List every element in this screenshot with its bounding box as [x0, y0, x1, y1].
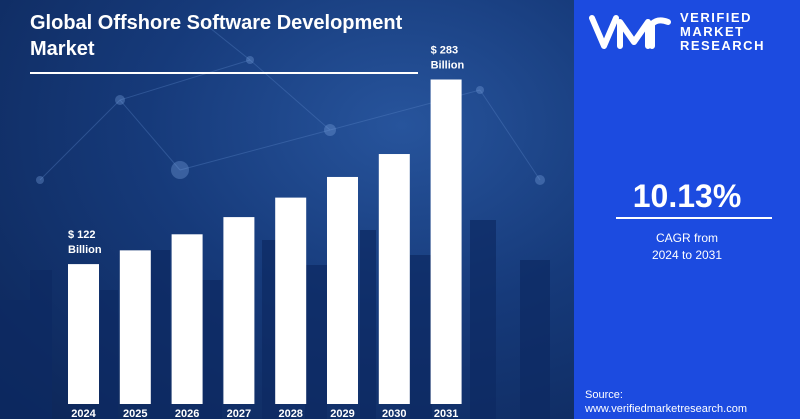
data-label-2024-line1: $ 122 — [68, 229, 96, 241]
x-tick-2025: 2025 — [123, 408, 147, 419]
cagr-value: 10.13% — [632, 178, 742, 214]
x-tick-2029: 2029 — [330, 408, 354, 419]
bar-2030 — [378, 154, 410, 404]
cagr-label: CAGR from 2024 to 2031 — [574, 230, 800, 264]
x-tick-2027: 2027 — [227, 408, 251, 419]
cagr-label-line2: 2024 to 2031 — [651, 248, 723, 262]
bar-chart: 2024 2025 2026 2027 2028 2029 2030 2031 $ 122 Bil… — [0, 0, 574, 419]
data-label-2031-line2: Billion — [431, 59, 465, 71]
data-label-2024-line2: Billion — [68, 244, 102, 256]
chart-title: Global Offshore Software Development Mar… — [30, 10, 430, 62]
bar-2026 — [171, 234, 203, 404]
cagr-divider — [616, 217, 772, 219]
cagr-label-line1: CAGR from — [655, 231, 718, 245]
x-tick-2028: 2028 — [278, 408, 302, 419]
network-background — [36, 19, 545, 185]
source-label: Source: — [585, 389, 623, 401]
x-tick-2026: 2026 — [175, 408, 199, 419]
x-tick-2031: 2031 — [434, 408, 458, 419]
bar-2025 — [119, 250, 151, 404]
info-panel — [574, 0, 800, 419]
brand-line1: VERIFIED — [680, 10, 752, 25]
bar-2027 — [223, 217, 255, 404]
title-underline — [30, 72, 418, 74]
bar-2028 — [275, 197, 307, 404]
brand-line2: MARKET — [680, 24, 745, 39]
chart-title-line1: Global Offshore Software Development — [30, 12, 403, 34]
brand-line3: RESEARCH — [680, 38, 765, 53]
source-url: www.verifiedmarketresearch.com — [585, 403, 747, 415]
x-tick-2030: 2030 — [382, 408, 406, 419]
x-tick-2024: 2024 — [71, 408, 96, 419]
bar-2029 — [327, 176, 358, 404]
brand-name: VERIFIED MARKET RESEARCH — [680, 11, 765, 53]
vmr-logo-icon — [589, 15, 671, 49]
data-label-2031-line1: $ 283 — [431, 44, 459, 56]
bar-2031 — [430, 79, 462, 404]
source-note: Source: www.verifiedmarketresearch.com — [585, 388, 747, 416]
chart-panel: Global Offshore Software Development Mar… — [0, 0, 574, 419]
chart-title-line2: Market — [30, 38, 95, 60]
bar-2024 — [68, 264, 99, 404]
